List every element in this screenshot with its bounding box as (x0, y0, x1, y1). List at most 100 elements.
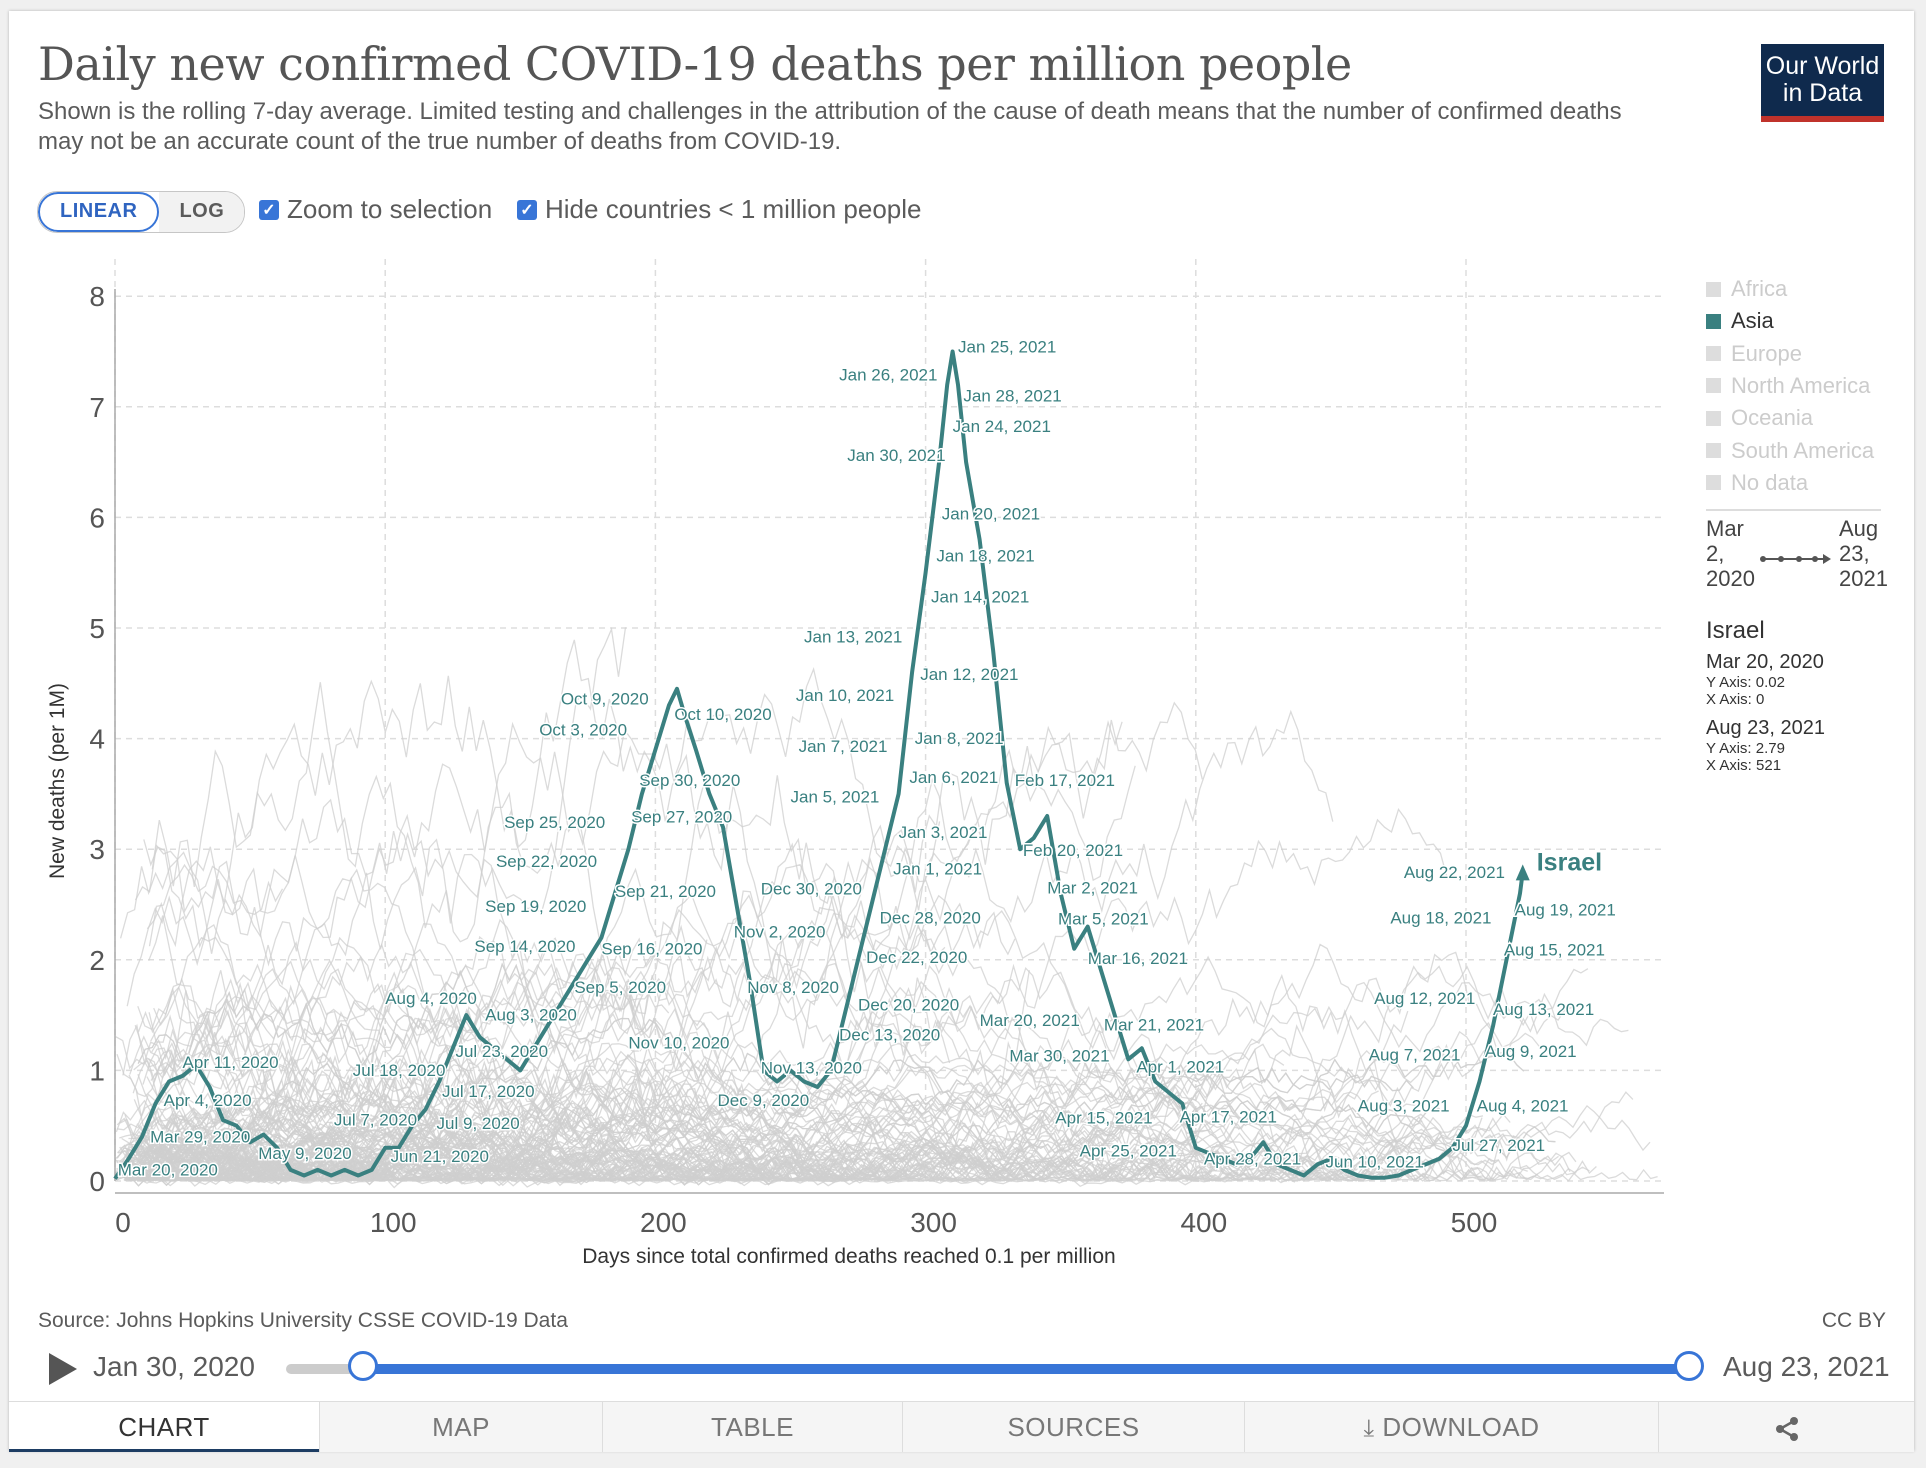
end-point-info: Aug 23, 2021 Y Axis: 2.79 X Axis: 521 (1706, 717, 1825, 774)
background-country-line (138, 1082, 1197, 1182)
hide-small-countries-option[interactable]: ✓ Hide countries < 1 million people (517, 194, 922, 225)
legend-swatch (1706, 313, 1721, 329)
point-annotation: Jun 10, 2021 (1325, 1153, 1423, 1172)
linear-scale-button[interactable]: LINEAR (38, 192, 160, 232)
legend-item-north-america[interactable]: North America (1706, 373, 1870, 399)
tab-download[interactable]: ⤓ DOWNLOAD (1244, 1402, 1658, 1452)
source-note[interactable]: Source: Johns Hopkins University CSSE CO… (38, 1309, 568, 1332)
point-annotation: Dec 22, 2020 (866, 948, 967, 967)
point-annotation: Jan 6, 2021 (909, 768, 998, 787)
background-country-line (116, 1121, 1091, 1182)
point-annotation: Jan 14, 2021 (931, 588, 1029, 607)
point-annotation: Dec 28, 2020 (880, 908, 981, 927)
point-annotation: Dec 20, 2020 (858, 996, 959, 1015)
legend-item-oceania[interactable]: Oceania (1706, 405, 1813, 431)
legend-divider (1706, 509, 1881, 511)
point-annotation: Mar 29, 2020 (150, 1127, 250, 1146)
zoom-to-selection-option[interactable]: ✓ Zoom to selection (259, 194, 492, 225)
range-end-day: 23, (1839, 541, 1870, 566)
license-note[interactable]: CC BY (1821, 1309, 1886, 1332)
timeline-end-handle[interactable] (1674, 1351, 1704, 1381)
series-label[interactable]: Israel (1537, 848, 1602, 876)
y-tick-label: 1 (89, 1055, 105, 1086)
legend-item-europe[interactable]: Europe (1706, 341, 1802, 367)
share-button[interactable] (1658, 1402, 1914, 1452)
background-country-line (146, 639, 1030, 1091)
point-annotation: Sep 14, 2020 (474, 937, 575, 956)
series-end-arrow (1515, 864, 1530, 881)
point-annotation: Aug 15, 2021 (1504, 940, 1605, 959)
legend-item-africa[interactable]: Africa (1706, 276, 1787, 302)
legend-label: Oceania (1731, 405, 1813, 431)
timeline-start-date: Jan 30, 2020 (93, 1351, 255, 1382)
legend-item-asia[interactable]: Asia (1706, 308, 1774, 334)
point-annotation: Aug 18, 2021 (1390, 908, 1491, 927)
y-axis: 0 1 2 3 4 5 6 7 8 (89, 281, 116, 1197)
point-annotation: Sep 16, 2020 (601, 939, 702, 958)
timeline-start-handle[interactable] (348, 1351, 378, 1381)
background-country-line (133, 1022, 1213, 1182)
line-chart: 0 1 2 3 4 5 6 7 8 0 100 200 300 400 500 Israel Mar 20… (46, 259, 1664, 1268)
point-annotation: Aug 13, 2021 (1493, 1000, 1594, 1019)
point-annotation: Jul 18, 2020 (353, 1061, 446, 1080)
background-country-line (124, 1118, 1035, 1182)
play-icon[interactable] (49, 1353, 77, 1385)
tab-sources[interactable]: SOURCES (902, 1402, 1244, 1452)
point-annotation: Apr 15, 2021 (1055, 1108, 1152, 1127)
point-annotation: Oct 10, 2020 (674, 705, 771, 724)
log-scale-button[interactable]: LOG (159, 192, 245, 232)
point-annotation: Jan 25, 2021 (958, 338, 1056, 357)
legend-swatch (1706, 475, 1721, 491)
point-annotation: Jan 10, 2021 (796, 686, 894, 705)
point-annotation: Apr 4, 2020 (164, 1091, 252, 1110)
y-tick-label: 8 (89, 281, 105, 312)
point-annotation: Jan 12, 2021 (920, 665, 1018, 684)
point-annotation: Jan 18, 2021 (936, 547, 1034, 566)
point-annotation: Sep 25, 2020 (504, 813, 605, 832)
point-annotation: Dec 13, 2020 (839, 1026, 940, 1045)
point-annotation: Nov 8, 2020 (747, 978, 839, 997)
legend-swatch (1706, 443, 1721, 458)
share-icon (1775, 1417, 1798, 1442)
point-annotation: May 9, 2020 (258, 1144, 352, 1163)
point-annotation: Nov 10, 2020 (628, 1033, 729, 1052)
zoom-checkbox[interactable]: ✓ (259, 199, 279, 220)
point-annotation: Aug 12, 2021 (1374, 989, 1475, 1008)
timeline-end-date: Aug 23, 2021 (1723, 1351, 1890, 1382)
tab-map[interactable]: MAP (319, 1402, 602, 1452)
legend-item-no-data[interactable]: No data (1706, 470, 1808, 496)
tab-table[interactable]: TABLE (602, 1402, 902, 1452)
point-annotation: Sep 19, 2020 (485, 897, 586, 916)
point-annotation: Mar 2, 2021 (1047, 878, 1138, 897)
legend-swatch (1706, 281, 1721, 297)
point-annotation: Oct 3, 2020 (539, 720, 627, 739)
y-tick-label: 6 (89, 502, 105, 533)
legend-swatch (1706, 346, 1721, 362)
point-annotation: Aug 9, 2021 (1485, 1042, 1577, 1061)
point-annotation: Jul 9, 2020 (437, 1114, 520, 1133)
point-annotation: Sep 21, 2020 (615, 882, 716, 901)
point-annotation: Sep 30, 2020 (639, 771, 740, 790)
end-point-date: Aug 23, 2021 (1706, 717, 1825, 739)
legend-item-south-america[interactable]: South America (1706, 438, 1874, 464)
tab-chart[interactable]: CHART (9, 1402, 319, 1452)
point-annotation: Jan 7, 2021 (799, 737, 888, 756)
hide-countries-checkbox[interactable]: ✓ (517, 199, 537, 220)
owid-logo[interactable]: Our World in Data (1761, 44, 1884, 122)
timeline-track[interactable] (286, 1364, 365, 1374)
timeline-selected-range[interactable] (363, 1364, 1689, 1374)
background-country-line (119, 1051, 562, 1180)
series-line-israel[interactable] (113, 349, 1525, 1180)
point-annotation: Apr 11, 2020 (183, 1053, 279, 1072)
background-country-line (144, 1053, 1168, 1151)
point-annotation: Jul 7, 2020 (334, 1111, 417, 1130)
point-annotation: Feb 20, 2021 (1023, 841, 1123, 860)
x-axis: 0 100 200 300 400 500 (115, 1192, 1664, 1238)
range-start-year: 2020 (1706, 566, 1755, 591)
chart-title: Daily new confirmed COVID-19 deaths per … (38, 37, 1352, 91)
point-annotation: Jan 28, 2021 (963, 386, 1061, 405)
range-start-month: Mar (1706, 516, 1744, 541)
point-annotation: Jan 13, 2021 (804, 627, 902, 646)
background-country-lines (114, 626, 1658, 1189)
point-annotation: Dec 9, 2020 (718, 1091, 810, 1110)
